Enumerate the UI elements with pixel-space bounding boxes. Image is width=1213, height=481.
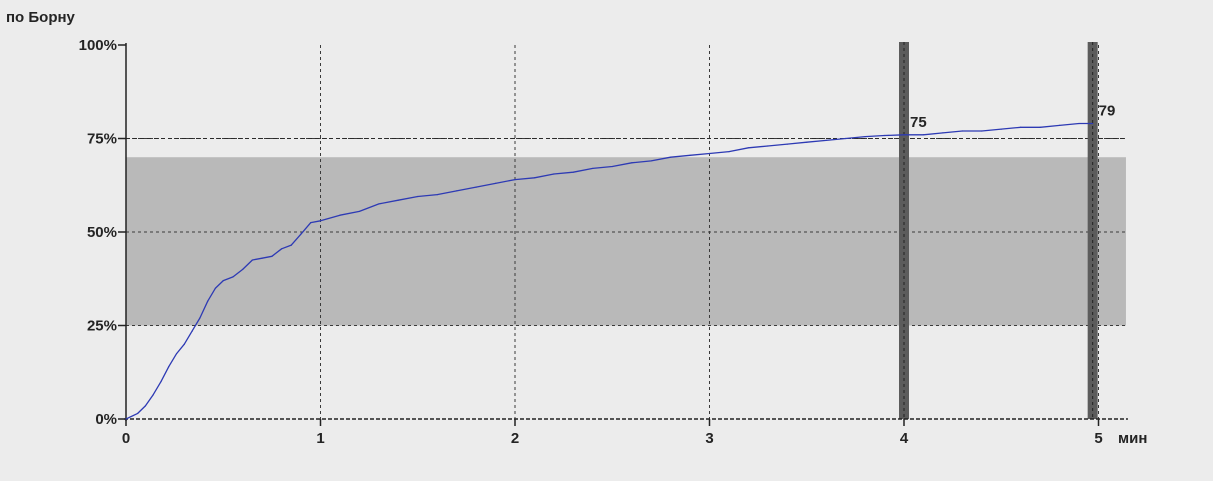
marker-layer — [899, 42, 1098, 419]
norm-band — [126, 157, 1126, 326]
marker-value-label: 79 — [1099, 103, 1116, 120]
series-point — [553, 173, 555, 175]
series-point — [310, 222, 312, 224]
series-point — [767, 145, 769, 147]
x-tick-label: 4 — [900, 430, 909, 447]
series-point — [144, 405, 147, 407]
series-point — [417, 195, 419, 198]
series-point — [191, 330, 193, 332]
series-point — [592, 167, 594, 170]
series-point — [281, 248, 283, 250]
series-point — [271, 255, 273, 257]
series-point — [942, 132, 944, 134]
series-point — [961, 130, 963, 132]
series-point — [1039, 126, 1041, 128]
series-point — [475, 186, 477, 188]
series-point — [222, 280, 224, 282]
marker-value-label: 75 — [910, 114, 927, 131]
series-point — [981, 130, 983, 132]
x-tick-label: 5 — [1094, 430, 1102, 447]
series-point — [436, 194, 438, 196]
series-point — [1078, 122, 1080, 125]
series-point — [786, 143, 788, 145]
series-point — [168, 366, 170, 368]
norm-band-layer — [126, 157, 1126, 326]
series-point — [125, 418, 127, 420]
y-tick-label: 100% — [79, 37, 117, 54]
series-point — [747, 147, 750, 149]
series-point — [319, 220, 322, 222]
series-point — [670, 156, 672, 158]
series-point — [825, 139, 827, 141]
x-tick-label: 3 — [705, 430, 713, 447]
series-point — [300, 233, 302, 235]
series-point — [152, 394, 154, 396]
y-tick-label: 75% — [87, 131, 117, 148]
series-point — [806, 141, 808, 143]
series-point — [883, 134, 886, 137]
series-point — [611, 165, 613, 168]
x-tick-label: 0 — [122, 430, 130, 447]
series-point — [261, 257, 263, 259]
series-point — [845, 137, 847, 140]
series-point — [864, 136, 866, 138]
series-point — [251, 259, 254, 261]
series-point — [242, 268, 244, 270]
series-point — [378, 203, 380, 205]
label-layer: 0% 25% 50% 75% 100% 0 1 2 3 4 5 75 79 — [79, 37, 1116, 447]
axes-layer — [118, 43, 1128, 426]
series-point — [160, 381, 162, 383]
series-point — [1059, 124, 1061, 127]
x-tick-label: 2 — [511, 430, 519, 447]
series-point — [214, 287, 217, 289]
series-point — [397, 199, 399, 201]
series-point — [922, 134, 925, 136]
y-tick-label: 0% — [95, 411, 117, 428]
y-tick-label: 25% — [87, 318, 117, 335]
series-point — [456, 190, 458, 192]
series-point — [631, 162, 633, 164]
series-point — [533, 177, 536, 179]
series-point — [903, 134, 905, 136]
series-point — [708, 152, 711, 155]
series-point — [1020, 126, 1022, 128]
series-point — [358, 210, 360, 213]
series-point — [1092, 122, 1094, 125]
series-point — [572, 171, 574, 173]
series-point — [183, 343, 185, 345]
series-point — [232, 276, 234, 278]
series-point — [494, 182, 497, 184]
series-point — [290, 244, 292, 246]
x-unit-label: мин — [1118, 430, 1147, 447]
series-point — [199, 317, 201, 319]
series-point — [175, 352, 178, 355]
series-point — [1000, 128, 1002, 130]
series-point — [514, 179, 516, 181]
series-point — [650, 160, 652, 162]
series-point — [689, 154, 691, 156]
series-layer — [125, 122, 1094, 420]
series-point — [728, 150, 730, 153]
chart-title: по Борну — [6, 9, 76, 26]
series-point — [137, 412, 139, 414]
y-tick-label: 50% — [87, 224, 117, 241]
x-tick-label: 1 — [316, 430, 324, 447]
series-point — [339, 214, 341, 216]
series-point — [207, 300, 209, 302]
